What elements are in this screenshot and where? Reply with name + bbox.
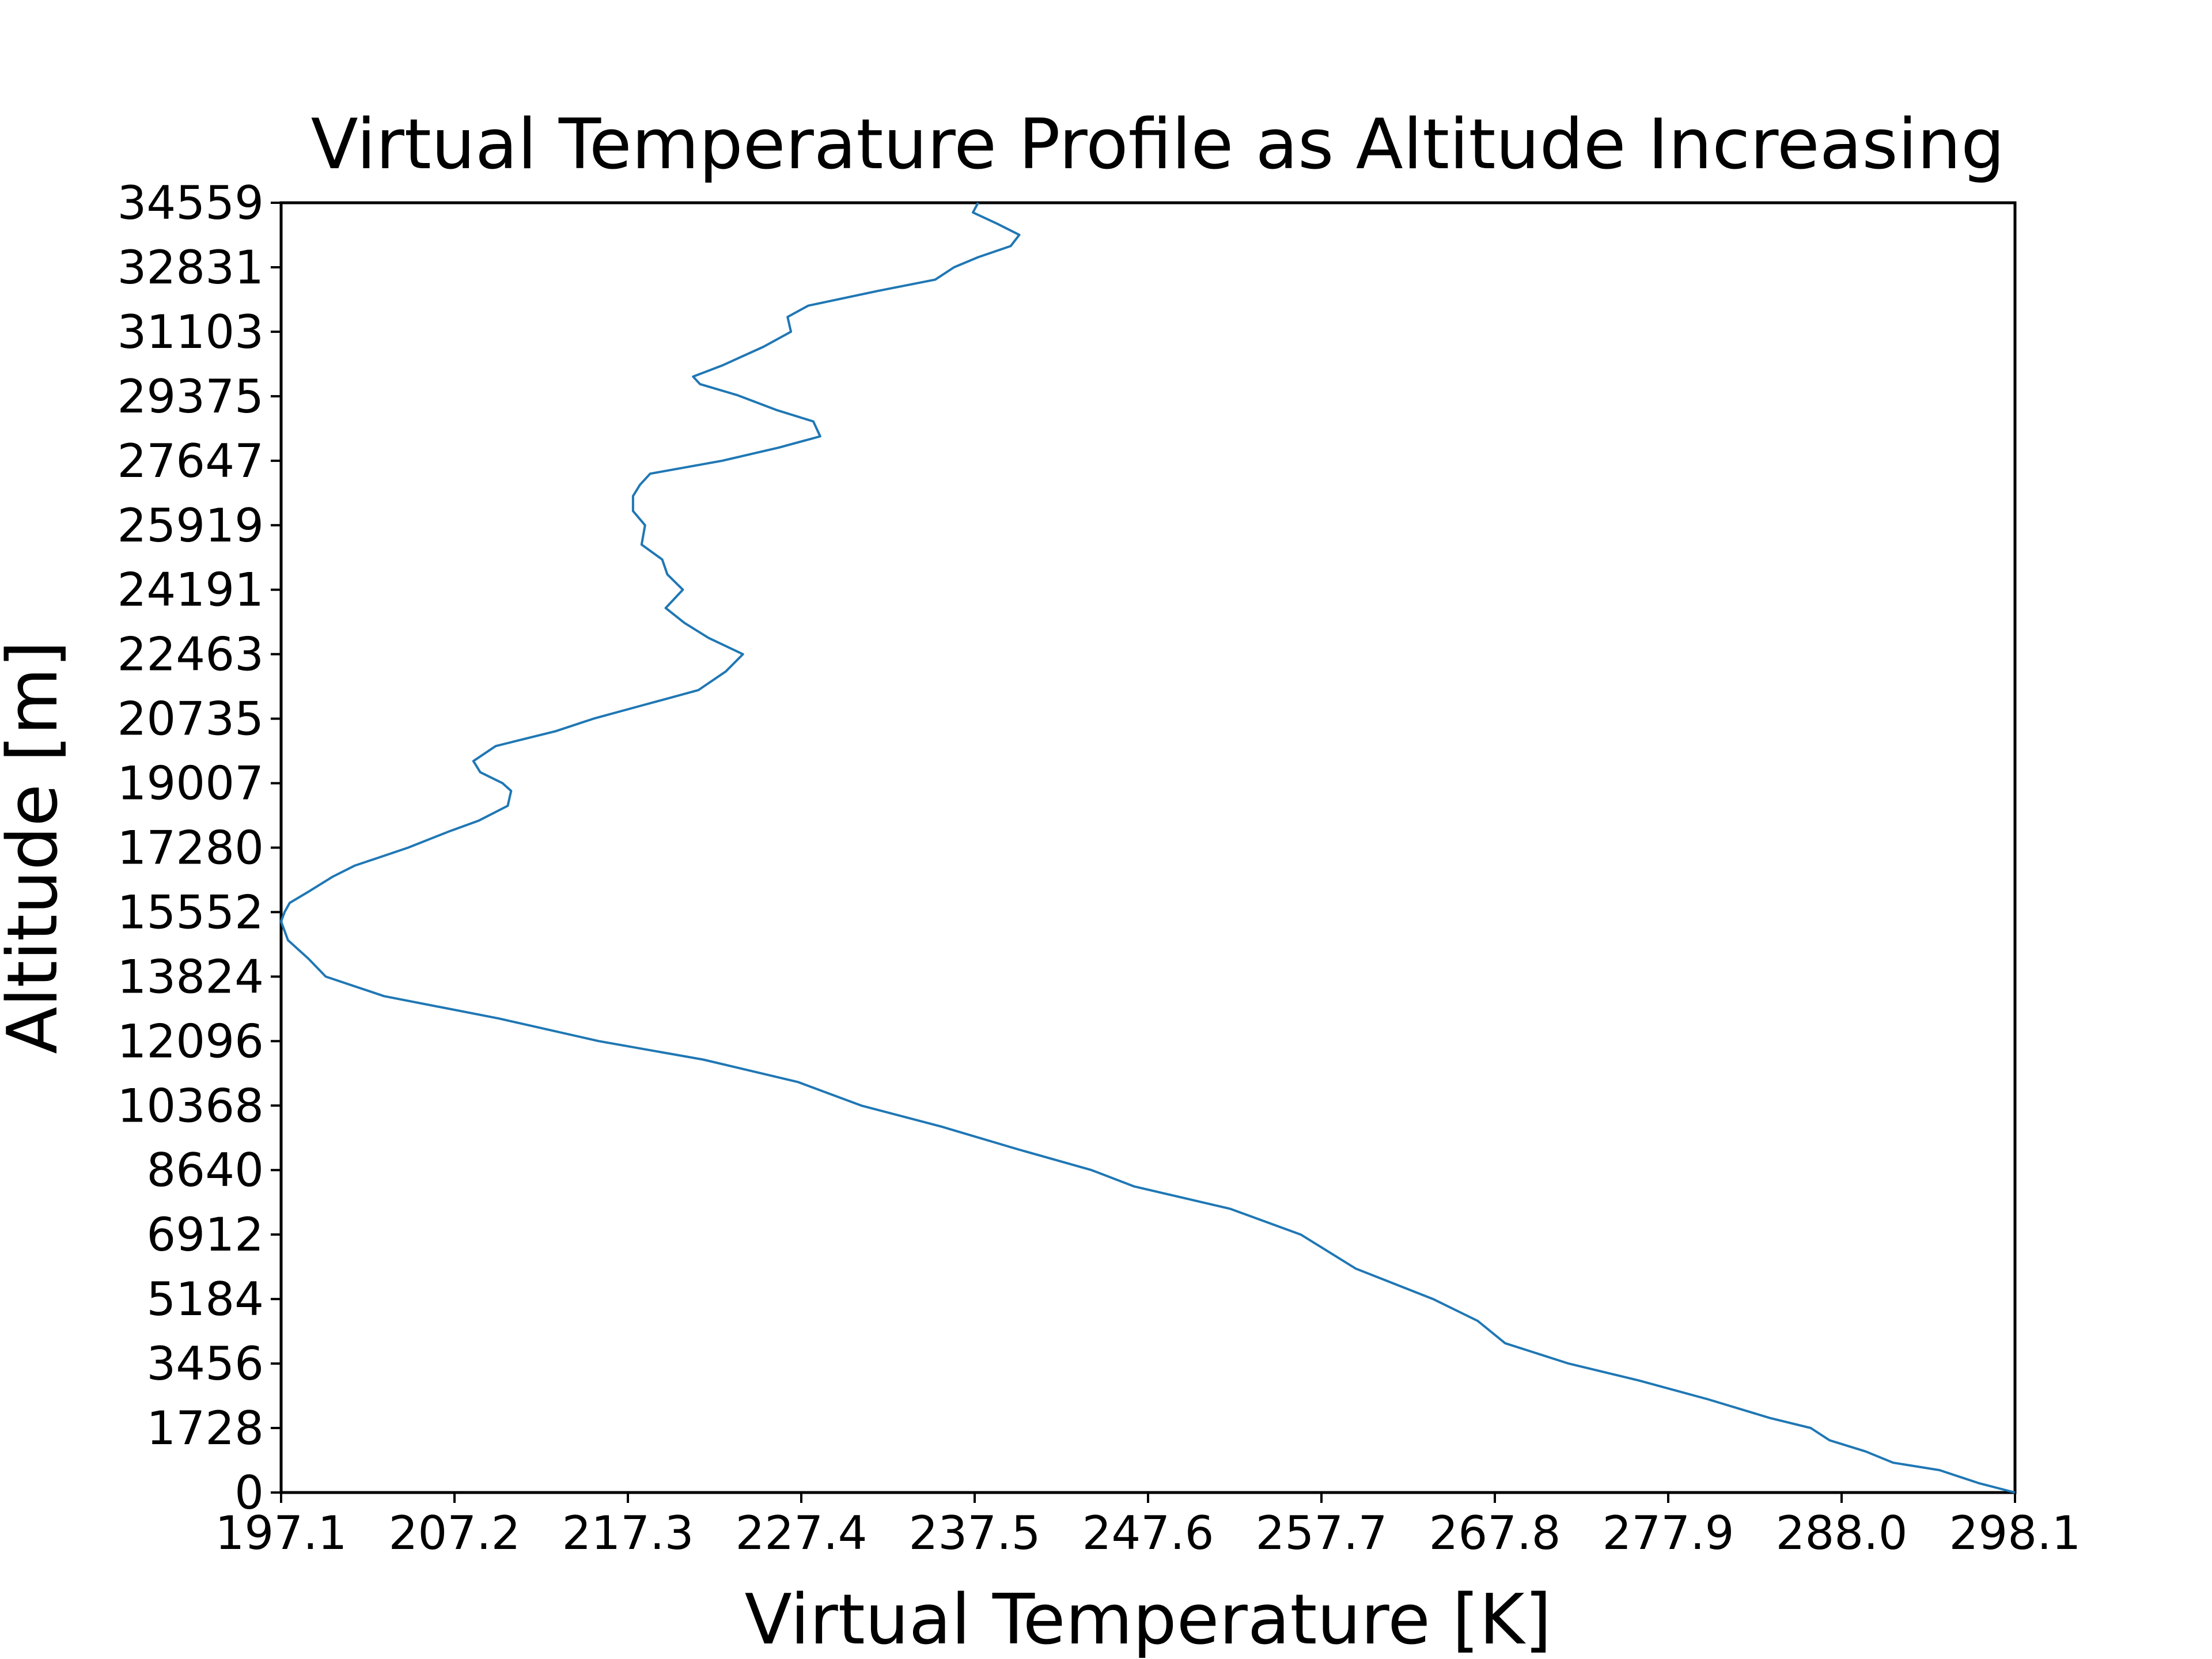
y-tick-label: 1728 bbox=[146, 1402, 264, 1455]
plot-area bbox=[279, 201, 2017, 1494]
y-axis-ticks: 0 1728 3456 5184 6912 8640 10368 12096 13824 1555… bbox=[118, 176, 281, 1520]
y-tick-label: 0 bbox=[234, 1466, 264, 1520]
y-axis-label: Altitude [m] bbox=[0, 641, 73, 1054]
x-tick-label: 298.1 bbox=[1949, 1506, 2081, 1560]
x-tick-label: 247.6 bbox=[1082, 1506, 1214, 1560]
y-tick-label: 24191 bbox=[118, 563, 264, 617]
y-tick-label: 10368 bbox=[118, 1079, 264, 1132]
y-tick-label: 3456 bbox=[146, 1337, 264, 1391]
x-tick-label: 217.3 bbox=[562, 1506, 694, 1560]
y-tick-label: 25919 bbox=[118, 499, 264, 552]
y-tick-label: 19007 bbox=[118, 757, 264, 810]
y-tick-label: 8640 bbox=[146, 1143, 264, 1197]
x-tick-label: 257.7 bbox=[1255, 1506, 1387, 1560]
x-tick-label: 237.5 bbox=[908, 1506, 1040, 1560]
y-tick-label: 31103 bbox=[118, 305, 264, 359]
y-tick-label: 29375 bbox=[118, 370, 264, 423]
y-tick-label: 5184 bbox=[146, 1272, 264, 1326]
x-axis-label: Virtual Temperature [K] bbox=[745, 1580, 1552, 1659]
y-tick-label: 13824 bbox=[118, 950, 264, 1003]
x-tick-label: 277.9 bbox=[1602, 1506, 1734, 1560]
x-tick-label: 267.8 bbox=[1429, 1506, 1560, 1560]
chart-title: Virtual Temperature Profile as Altitude … bbox=[311, 105, 2005, 185]
x-tick-label: 288.0 bbox=[1775, 1506, 1907, 1560]
virtual-temperature-line bbox=[280, 202, 2016, 1494]
x-tick-label: 207.2 bbox=[388, 1506, 520, 1560]
y-tick-label: 27647 bbox=[118, 434, 264, 488]
y-tick-label: 6912 bbox=[146, 1208, 264, 1262]
x-axis-ticks: 197.1 207.2 217.3 227.4 237.5 247.6 257.7 267.8… bbox=[215, 1493, 2081, 1560]
y-tick-label: 15552 bbox=[118, 885, 264, 939]
y-tick-label: 12096 bbox=[118, 1014, 264, 1068]
x-tick-label: 197.1 bbox=[215, 1506, 347, 1560]
x-tick-label: 227.4 bbox=[735, 1506, 867, 1560]
y-tick-label: 32831 bbox=[118, 241, 264, 294]
y-tick-label: 17280 bbox=[118, 821, 264, 874]
y-tick-label: 22463 bbox=[118, 628, 264, 681]
y-tick-label: 34559 bbox=[118, 176, 264, 230]
y-tick-label: 20735 bbox=[118, 692, 264, 746]
